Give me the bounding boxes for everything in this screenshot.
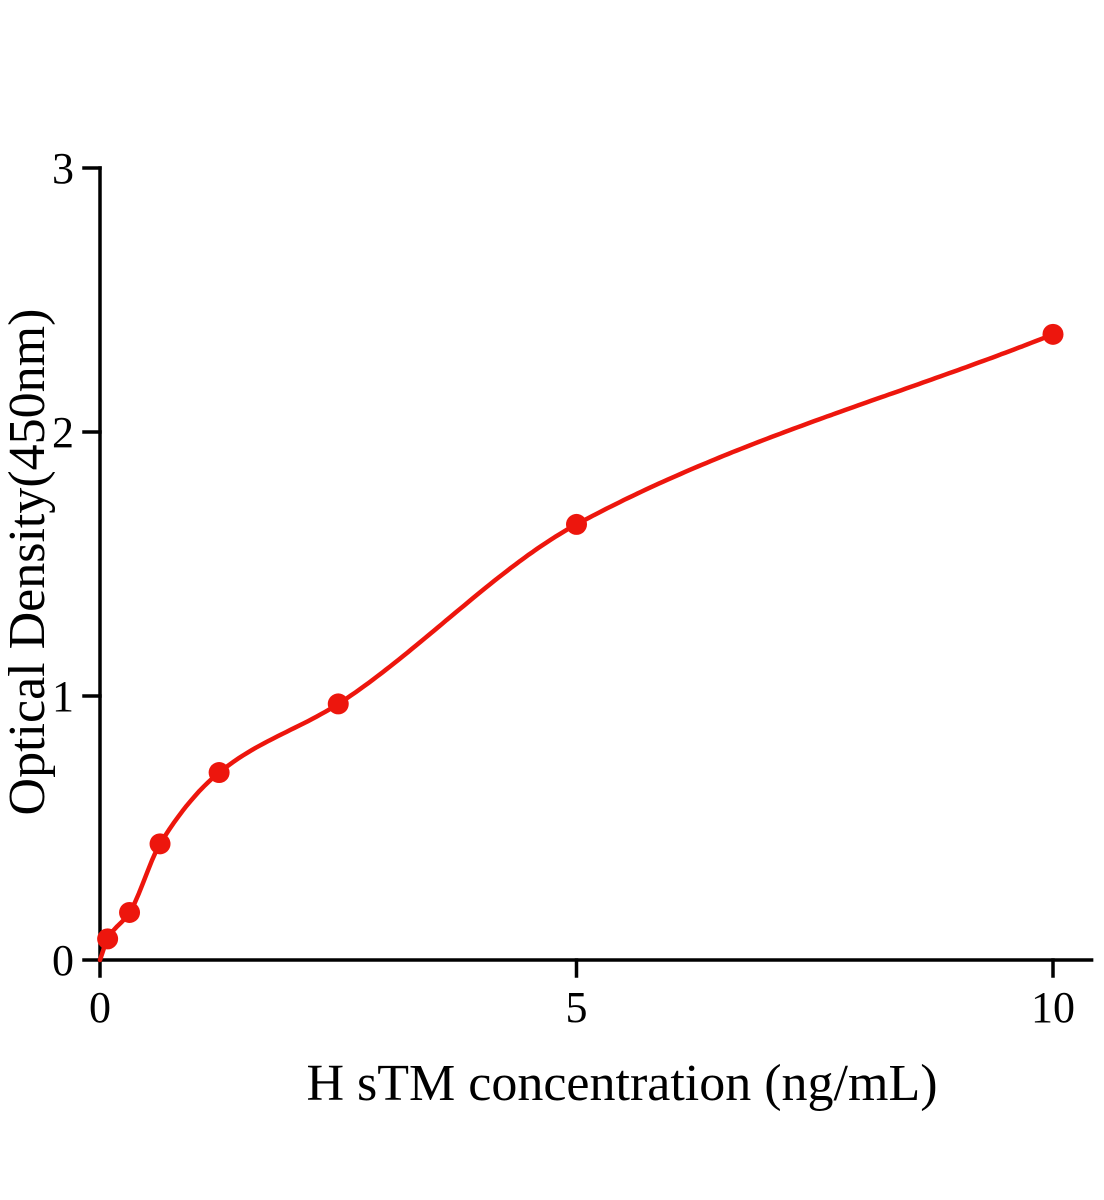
x-tick-label: 0 xyxy=(89,983,111,1032)
x-tick-label: 5 xyxy=(566,983,588,1032)
tick-labels-group: 0 5 10 0 1 2 3 xyxy=(52,144,1075,1032)
y-axis-label: Optical Density(450nm) xyxy=(0,309,56,816)
y-tick-label: 0 xyxy=(52,936,74,985)
data-point xyxy=(149,833,171,855)
data-points-group xyxy=(97,323,1064,950)
data-point xyxy=(208,762,230,784)
axes-group xyxy=(98,166,1094,962)
x-axis-label: H sTM concentration (ng/mL) xyxy=(306,1055,937,1112)
fit-curve xyxy=(97,332,1056,963)
y-tick-label: 1 xyxy=(52,672,74,721)
fit-curve-group xyxy=(97,332,1056,963)
data-point xyxy=(566,513,587,535)
tick-marks-group xyxy=(82,166,1055,978)
data-point xyxy=(119,901,141,923)
data-point xyxy=(97,928,119,950)
x-tick-label: 10 xyxy=(1031,983,1075,1032)
y-tick-label: 3 xyxy=(52,144,74,193)
data-point xyxy=(327,693,349,715)
y-tick-label: 2 xyxy=(52,408,74,457)
data-point xyxy=(1042,323,1064,345)
